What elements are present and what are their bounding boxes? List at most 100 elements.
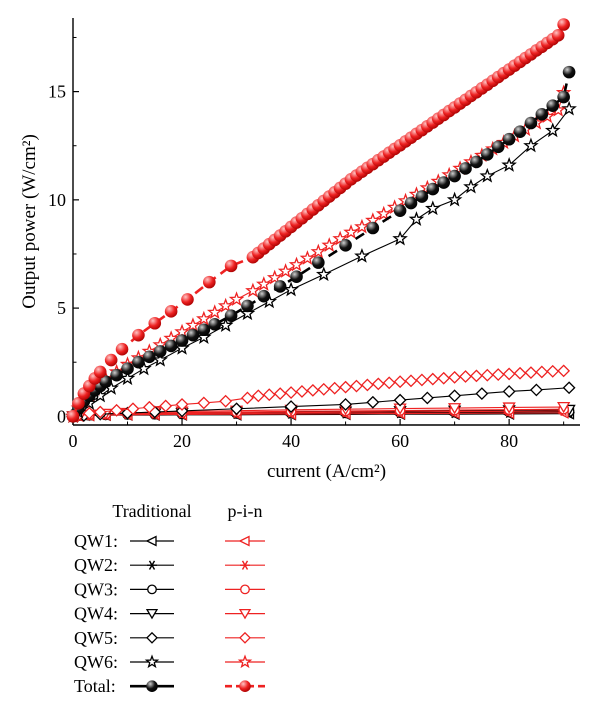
data-point-11-19 [328, 381, 342, 395]
data-point-4-16 [562, 381, 576, 395]
data-point-11-23 [371, 377, 385, 391]
legend-row-label-3: QW4: [74, 604, 118, 624]
data-point-6-16 [208, 318, 222, 331]
data-point-11-21 [350, 379, 363, 393]
legend-row-label-2: QW3: [74, 579, 118, 599]
data-point-5-11 [239, 305, 256, 321]
data-point-5-21 [479, 167, 496, 183]
data-point-11-24 [382, 376, 396, 390]
data-point-6-18 [241, 299, 254, 313]
data-point-6-39 [546, 99, 560, 112]
legend-row-label-4: QW5: [74, 628, 118, 648]
data-point-4-14 [502, 385, 516, 398]
data-point-10-11 [447, 403, 462, 415]
data-point-6-13 [175, 334, 189, 347]
data-point-6-12 [164, 339, 178, 353]
data-point-6-27 [415, 190, 429, 203]
data-point-11-10 [219, 394, 233, 408]
data-point-5-16 [392, 230, 408, 246]
data-point-4-10 [393, 393, 407, 407]
data-point-5-8 [174, 339, 190, 355]
series-traditional-6 [66, 65, 576, 423]
data-point-4-8 [339, 398, 352, 411]
data-point-12-22 [277, 263, 294, 278]
data-point-5-17 [408, 211, 425, 226]
series-line-6 [71, 71, 571, 418]
data-point-10-13 [557, 401, 571, 414]
data-point-11-13 [262, 388, 276, 402]
data-point-5-25 [561, 100, 577, 116]
data-point-6-7 [110, 368, 123, 382]
data-point-13-6 [104, 353, 118, 367]
legend-marker-pin-4 [239, 631, 251, 644]
legend-marker-pin-2 [240, 584, 250, 595]
data-point-5-24 [544, 122, 561, 138]
y-tick-label-1: 5 [57, 298, 66, 318]
data-point-6-32 [470, 155, 483, 169]
data-point-11-6 [142, 400, 156, 414]
data-point-13-0 [66, 410, 80, 423]
data-point-12-17 [217, 297, 234, 313]
data-point-12-25 [310, 243, 327, 259]
data-point-6-31 [459, 162, 472, 175]
data-point-6-25 [393, 204, 407, 217]
data-point-13-10 [164, 305, 178, 318]
data-point-6-33 [481, 148, 494, 161]
data-point-4-12 [448, 389, 462, 403]
data-point-6-19 [257, 289, 271, 303]
data-point-12-27 [332, 230, 348, 246]
data-point-11-33 [480, 368, 494, 382]
data-point-5-22 [501, 157, 517, 172]
data-point-12-24 [299, 250, 316, 265]
legend-marker-pin-1 [240, 560, 250, 570]
x-tick-label-1: 20 [173, 431, 191, 451]
data-point-12-21 [266, 269, 283, 285]
data-point-6-21 [290, 270, 303, 284]
data-point-11-22 [360, 378, 374, 392]
data-point-11-25 [393, 375, 407, 389]
x-tick-label-4: 80 [500, 431, 518, 451]
data-point-6-23 [339, 239, 352, 252]
y-axis-title: Output power (W/cm²) [19, 134, 40, 309]
data-point-13-70 [551, 29, 565, 42]
data-point-11-5 [126, 402, 140, 416]
data-point-6-11 [153, 345, 167, 358]
data-point-6-28 [426, 182, 440, 196]
legend-header-traditional: Traditional [112, 501, 191, 521]
data-point-6-38 [535, 108, 549, 121]
data-point-11-38 [535, 365, 549, 379]
data-point-11-35 [502, 367, 516, 381]
data-point-6-34 [491, 140, 505, 154]
data-point-11-14 [273, 387, 287, 401]
legend-marker-pin-3 [238, 608, 252, 620]
data-point-4-7 [284, 400, 298, 414]
data-point-6-9 [132, 355, 145, 369]
data-point-5-19 [446, 191, 463, 207]
legend-row-label-6: Total: [74, 676, 116, 696]
data-point-13-9 [148, 316, 162, 330]
data-point-13-7 [115, 342, 129, 356]
data-point-11-18 [317, 382, 331, 396]
legend-row-label-5: QW6: [74, 652, 118, 672]
data-point-11-9 [197, 396, 211, 410]
data-point-6-30 [448, 169, 461, 183]
data-point-12-28 [343, 224, 359, 239]
data-point-11-30 [448, 370, 462, 384]
data-point-6-22 [312, 256, 325, 269]
data-point-5-13 [283, 281, 299, 297]
data-point-4-6 [230, 402, 243, 416]
data-point-12-26 [321, 237, 338, 252]
data-point-4-15 [529, 383, 543, 397]
legend-row-label-1: QW2: [74, 555, 118, 575]
data-point-4-9 [366, 395, 380, 409]
data-point-6-8 [121, 362, 134, 376]
data-point-12-23 [288, 256, 305, 272]
data-point-4-13 [475, 387, 489, 401]
data-point-5-5 [119, 370, 136, 386]
data-point-13-12 [202, 275, 216, 289]
data-point-6-40 [557, 90, 570, 104]
data-point-6-29 [437, 176, 451, 189]
data-point-11-27 [415, 373, 429, 387]
data-point-6-24 [366, 221, 380, 235]
